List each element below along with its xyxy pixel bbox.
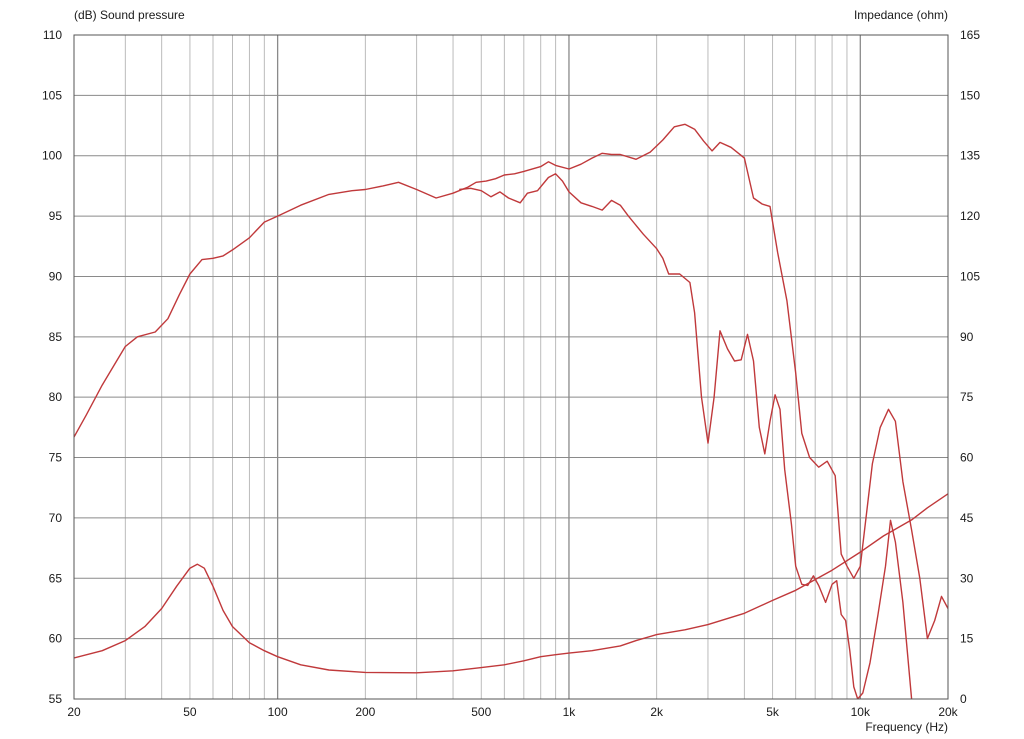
x-axis-title: Frequency (Hz)	[865, 720, 948, 734]
right-tick-label: 90	[960, 330, 974, 344]
left-tick-label: 65	[49, 571, 63, 585]
x-tick-label: 20	[67, 705, 81, 719]
left-tick-label: 80	[49, 390, 63, 404]
right-tick-label: 60	[960, 451, 974, 465]
x-tick-label: 10k	[851, 705, 871, 719]
x-tick-label: 20k	[938, 705, 958, 719]
left-tick-label: 90	[49, 269, 63, 283]
grid	[74, 35, 948, 699]
right-tick-label: 30	[960, 571, 974, 585]
curves	[74, 123, 948, 699]
right-tick-label: 105	[960, 269, 980, 283]
x-tick-label: 500	[471, 705, 491, 719]
x-axis-tick-labels: 20 50 100 200 500 1k 2k 5k 10k 20k	[67, 705, 958, 719]
x-tick-label: 200	[355, 705, 375, 719]
right-axis-tick-labels: 0 15 30 45 60 75 90 105 120 135 150 165	[960, 28, 980, 706]
left-tick-label: 85	[49, 330, 63, 344]
x-tick-label: 100	[268, 705, 288, 719]
left-tick-label: 55	[49, 692, 63, 706]
left-axis-title: (dB) Sound pressure	[74, 8, 185, 22]
impedance-curve	[74, 493, 948, 674]
left-axis-tick-labels: 55 60 65 70 75 80 85 90 95 100 105 110	[42, 28, 62, 706]
left-tick-label: 100	[42, 149, 62, 163]
spl-curve-secondary	[459, 173, 913, 699]
right-tick-label: 45	[960, 511, 974, 525]
left-tick-label: 75	[49, 451, 63, 465]
x-tick-label: 50	[183, 705, 197, 719]
left-tick-label: 60	[49, 632, 63, 646]
left-tick-label: 95	[49, 209, 63, 223]
right-tick-label: 120	[960, 209, 980, 223]
right-tick-label: 150	[960, 88, 980, 102]
right-axis-title: Impedance (ohm)	[854, 8, 948, 22]
x-tick-label: 5k	[766, 705, 780, 719]
x-tick-label: 2k	[650, 705, 664, 719]
right-tick-label: 75	[960, 390, 974, 404]
left-tick-label: 105	[42, 88, 62, 102]
left-tick-label: 110	[43, 28, 62, 42]
right-tick-label: 165	[960, 28, 980, 42]
right-tick-label: 135	[960, 149, 980, 163]
right-tick-label: 15	[960, 632, 974, 646]
x-tick-label: 1k	[563, 705, 577, 719]
right-tick-label: 0	[960, 692, 967, 706]
left-tick-label: 70	[49, 511, 63, 525]
spl-curve-main	[74, 123, 948, 640]
plot-frame	[73, 34, 949, 700]
